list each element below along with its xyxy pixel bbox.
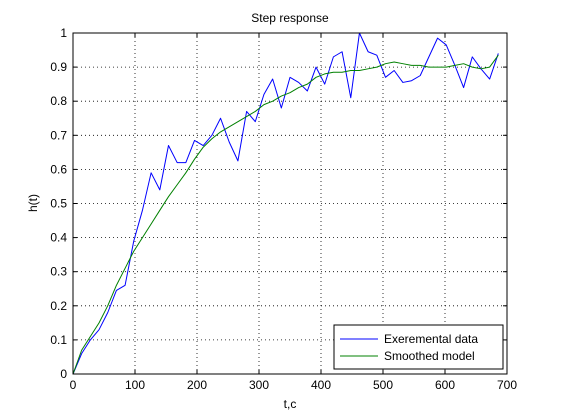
x-tick-label: 700 [497,378,517,392]
legend-label-smoothed: Smoothed model [384,349,475,363]
series-line-smoothed [72,54,499,375]
y-tick-label: 0.9 [50,60,67,74]
legend: Exeremental data Smoothed model [333,324,504,370]
x-tick-label: 300 [249,378,269,392]
grid-lines [73,33,507,374]
y-tick-label: 0.8 [50,94,67,108]
x-tick-label: 0 [70,378,77,392]
y-tick-label: 0.5 [50,197,67,211]
plot-area: 0 100 200 300 400 500 600 700 0 0.1 0.2 0.3 0.4 0.5 0.… [50,26,517,392]
y-tick-label: 0.1 [50,333,67,347]
y-tick-label: 0.7 [50,128,67,142]
x-tick-label: 200 [187,378,207,392]
y-tick-label: 0.3 [50,265,67,279]
y-axis-label: h(t) [26,194,40,212]
x-axis-label: t,c [284,397,297,411]
y-tick-label: 0.6 [50,162,67,176]
x-tick-label: 600 [435,378,455,392]
y-tick-label: 0.4 [50,231,67,245]
series-line-experimental [72,32,499,375]
series-lines [72,32,499,375]
x-tick-label: 100 [125,378,145,392]
y-tick-label: 0.2 [50,299,67,313]
y-tick-label: 1 [60,26,67,40]
y-tick-label: 0 [60,367,67,381]
chart-title: Step response [251,11,329,25]
axis-ticks: 0 100 200 300 400 500 600 700 0 0.1 0.2 0.3 0.4 0.5 0.… [50,26,517,392]
x-tick-label: 500 [373,378,393,392]
x-tick-label: 400 [311,378,331,392]
legend-box [333,324,504,370]
legend-label-experimental: Exeremental data [384,332,478,346]
